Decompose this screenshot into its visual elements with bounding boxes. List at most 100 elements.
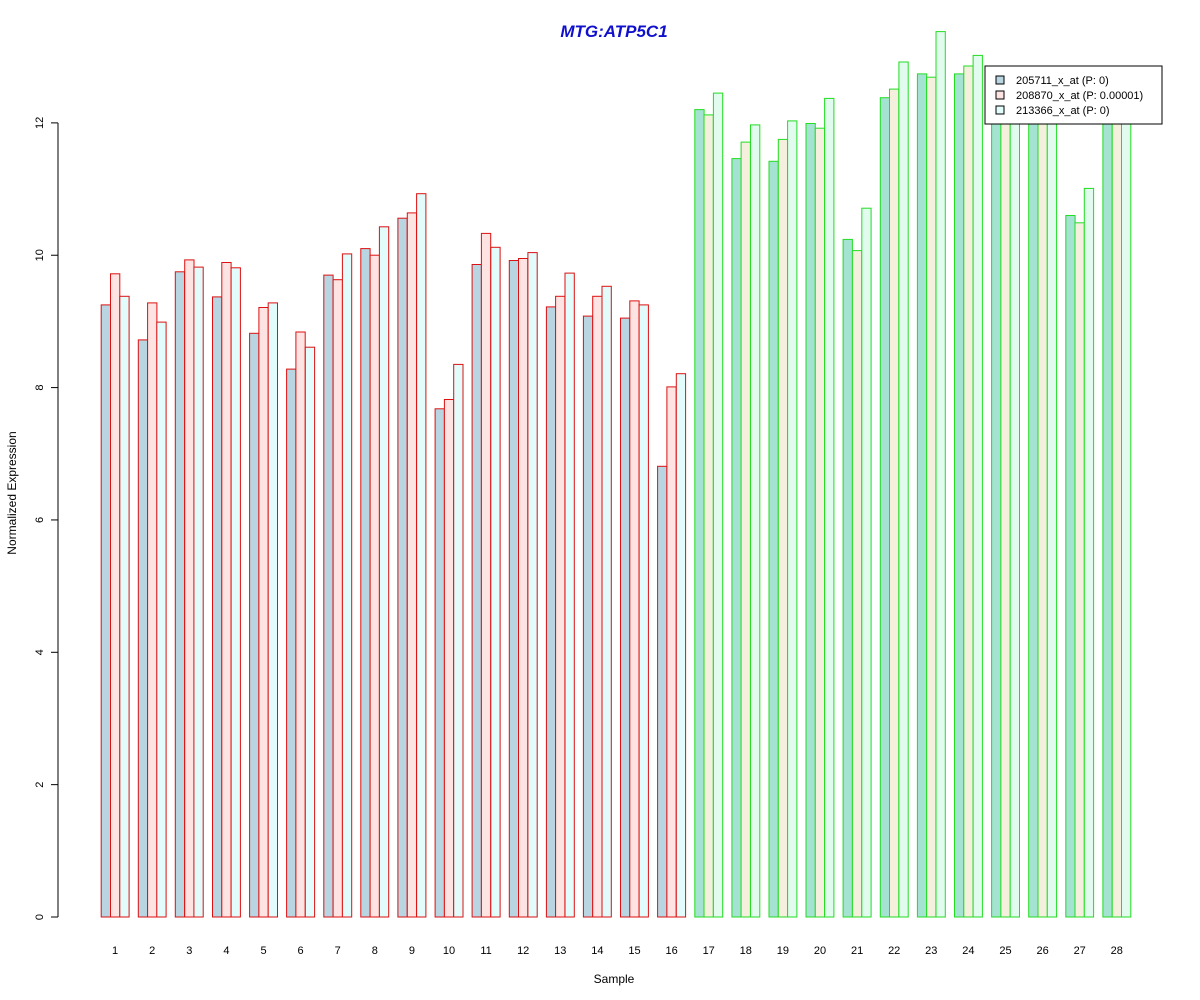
- bar-sample-25-series-2: [1000, 95, 1011, 918]
- bar-sample-20-series-1: [805, 123, 816, 918]
- bar-sample-5-series-1: [249, 332, 260, 918]
- bar-sample-11-series-3: [490, 246, 501, 918]
- bar-sample-2-series-3: [156, 321, 167, 918]
- bar-sample-18-series-2: [740, 141, 751, 918]
- bar-sample-22-series-2: [889, 88, 900, 918]
- x-tick-label: 9: [409, 945, 415, 957]
- x-tick-label: 12: [517, 945, 529, 957]
- x-tick-label: 5: [260, 945, 266, 957]
- y-tick-label: 6: [34, 517, 46, 523]
- bar-sample-11-series-1: [471, 264, 482, 918]
- x-tick-label: 20: [814, 945, 826, 957]
- bar-sample-21-series-3: [861, 207, 872, 918]
- x-tick-label: 19: [777, 945, 789, 957]
- bar-sample-19-series-2: [777, 138, 789, 918]
- bar-sample-9-series-2: [406, 212, 418, 918]
- bar-sample-3-series-3: [193, 266, 204, 918]
- x-tick-label: 11: [480, 945, 491, 957]
- bar-sample-3-series-1: [174, 271, 186, 918]
- bar-sample-25-series-1: [991, 95, 1002, 918]
- bar-sample-22-series-3: [898, 61, 909, 918]
- x-tick-label: 3: [186, 945, 192, 957]
- x-tick-label: 21: [851, 945, 863, 957]
- bar-sample-15-series-3: [638, 304, 649, 918]
- bar-sample-2-series-2: [147, 302, 158, 918]
- bar-sample-5-series-2: [258, 307, 269, 918]
- legend-label: 205711_x_at (P: 0): [1016, 75, 1109, 87]
- bar-sample-23-series-3: [935, 31, 946, 918]
- legend: 205711_x_at (P: 0) 208870_x_at (P: 0.0000…: [984, 65, 1163, 125]
- x-tick-label: 16: [665, 945, 677, 957]
- bar-sample-18-series-3: [750, 124, 761, 918]
- legend-label: 213366_x_at (P: 0): [1016, 105, 1110, 117]
- bar-sample-28-series-1: [1102, 95, 1113, 918]
- bar-sample-6-series-1: [286, 368, 297, 918]
- y-tick-label: 2: [34, 782, 46, 788]
- bar-sample-13-series-3: [564, 272, 575, 918]
- bar-sample-27-series-1: [1065, 215, 1076, 918]
- x-axis: 1 2 3 4 5 6 7 8 9 10 11 12 13 14 15 16 17 18 19 20 21 22 23 24 2…: [112, 945, 1123, 957]
- y-tick-label: 8: [34, 385, 46, 391]
- bar-sample-14-series-3: [601, 285, 612, 918]
- bar-sample-28-series-3: [1121, 95, 1132, 918]
- bar-sample-2-series-1: [137, 339, 149, 918]
- x-tick-label: 23: [925, 945, 937, 957]
- bar-sample-26-series-2: [1037, 95, 1048, 918]
- bar-sample-6-series-2: [295, 331, 306, 918]
- bar-sample-7-series-2: [332, 279, 343, 918]
- bar-sample-12-series-1: [508, 260, 520, 918]
- bar-sample-10-series-1: [434, 408, 445, 918]
- x-tick-label: 2: [149, 945, 155, 957]
- bar-sample-4-series-3: [230, 267, 241, 918]
- bar-sample-4-series-1: [212, 296, 223, 918]
- y-tick-label: 0: [34, 914, 46, 920]
- x-tick-label: 22: [888, 945, 900, 957]
- x-tick-label: 24: [962, 945, 974, 957]
- y-axis-label: Normalized Expression: [5, 431, 19, 554]
- bar-sample-20-series-3: [824, 97, 835, 918]
- bar-sample-19-series-3: [787, 120, 798, 918]
- x-tick-label: 7: [335, 945, 341, 957]
- bar-sample-20-series-2: [814, 127, 826, 918]
- bar-sample-23-series-2: [926, 76, 937, 918]
- y-axis: 0 2 4 6 8 10 12: [34, 117, 59, 920]
- bar-sample-22-series-1: [879, 97, 891, 918]
- bar-sample-24-series-3: [972, 54, 983, 918]
- bar-sample-15-series-1: [620, 317, 631, 918]
- x-tick-label: 1: [112, 945, 118, 957]
- x-tick-label: 26: [1036, 945, 1048, 957]
- bar-sample-26-series-1: [1028, 95, 1039, 918]
- x-tick-label: 6: [298, 945, 304, 957]
- bar-sample-28-series-2: [1111, 95, 1122, 918]
- bar-sample-15-series-2: [629, 300, 640, 918]
- bar-sample-27-series-2: [1074, 222, 1085, 918]
- y-tick-label: 4: [34, 649, 46, 655]
- x-tick-label: 18: [740, 945, 752, 957]
- bar-sample-9-series-1: [397, 217, 408, 918]
- bar-sample-7-series-1: [323, 274, 334, 918]
- bar-sample-12-series-3: [527, 252, 538, 918]
- bar-sample-24-series-2: [963, 65, 974, 918]
- bar-sample-1-series-1: [100, 304, 111, 918]
- bars-group: [100, 31, 1132, 918]
- bar-sample-16-series-1: [657, 465, 668, 918]
- bar-sample-9-series-3: [416, 193, 427, 918]
- x-tick-label: 17: [703, 945, 715, 957]
- bar-sample-4-series-2: [221, 262, 232, 918]
- bar-sample-14-series-2: [592, 295, 603, 918]
- bar-sample-14-series-1: [582, 315, 594, 918]
- bar-sample-19-series-1: [768, 160, 779, 918]
- bar-sample-5-series-3: [267, 302, 279, 918]
- bar-sample-7-series-3: [341, 253, 353, 918]
- x-tick-label: 4: [223, 945, 229, 957]
- bar-sample-25-series-3: [1009, 95, 1021, 918]
- x-tick-label: 10: [443, 945, 455, 957]
- bar-sample-1-series-2: [110, 273, 121, 918]
- bar-sample-16-series-3: [675, 373, 687, 918]
- x-tick-label: 25: [999, 945, 1011, 957]
- bar-sample-21-series-1: [842, 238, 853, 918]
- bar-sample-26-series-3: [1046, 95, 1058, 918]
- bar-sample-1-series-3: [119, 295, 130, 918]
- bar-sample-12-series-2: [518, 258, 529, 918]
